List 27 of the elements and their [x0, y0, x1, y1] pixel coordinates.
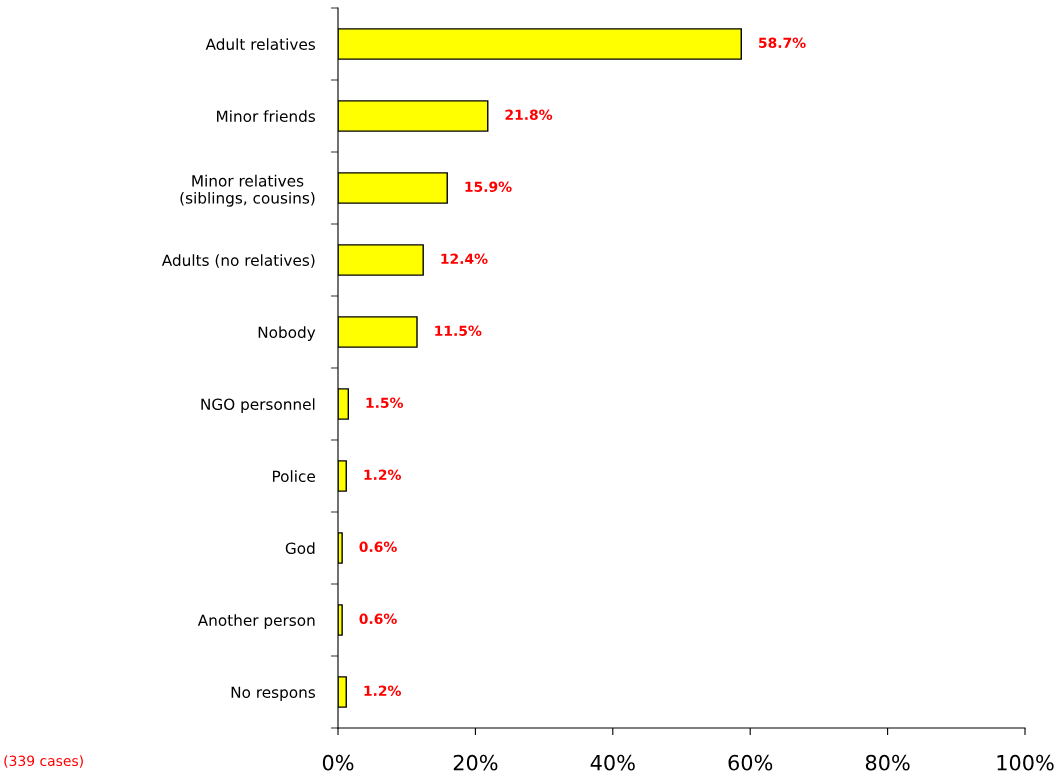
text: (339 cases) — [4, 755, 83, 768]
y-tick-label: Adult relatives — [205, 38, 316, 51]
x-tick-label: 20% — [453, 754, 498, 771]
data-label: 0.6% — [359, 613, 397, 625]
y-tick-label: Minor friends — [217, 110, 316, 123]
data-label: 21.8% — [505, 109, 553, 121]
y-tick-label: Nobody — [258, 326, 316, 341]
x-tick-label: 80% — [865, 754, 910, 771]
data-label: 0.6% — [359, 541, 397, 553]
x-tick-label: 60% — [728, 754, 773, 771]
y-tick-label: Adults (no relatives) — [161, 254, 315, 268]
x-tick-label: 0% — [322, 754, 354, 771]
data-label: 1.2% — [364, 685, 401, 697]
x-tick-label: 100% — [997, 754, 1054, 771]
y-tick-label: Another person — [197, 614, 315, 629]
y-tick-label: No respons — [231, 686, 316, 701]
y-tick-label: Minor relatives (siblings, cousins) — [180, 174, 315, 207]
data-label: 58.7% — [759, 37, 806, 49]
data-label: 12.4% — [441, 253, 488, 265]
x-tick-label: 40% — [590, 754, 635, 771]
data-label: 11.5% — [435, 325, 482, 337]
y-tick-label: Police — [272, 470, 315, 483]
data-label: 1.5% — [366, 397, 404, 409]
data-label: 15.9% — [465, 181, 512, 193]
data-label: 1.2% — [364, 469, 401, 481]
y-tick-label: God — [285, 542, 315, 555]
y-tick-label: NGO personnel — [201, 398, 315, 413]
